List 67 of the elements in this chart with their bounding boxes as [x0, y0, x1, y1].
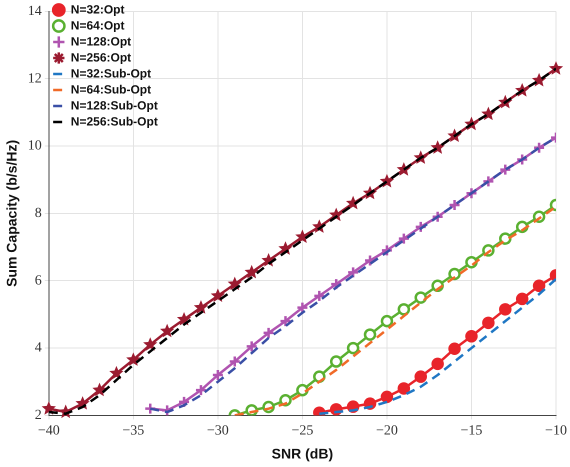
point	[194, 300, 208, 314]
point	[448, 342, 461, 355]
point	[380, 314, 394, 328]
point	[92, 382, 107, 396]
y-axis-title: Sum Capacity (b/s/Hz)	[3, 140, 20, 287]
legend-label: N=128:Sub-Opt	[70, 98, 158, 112]
point	[431, 358, 444, 370]
x-tick-label: −20	[376, 423, 398, 438]
legend-label: N=256:Sub-Opt	[70, 114, 158, 128]
legend-label: N=32:Opt	[70, 2, 124, 16]
legend-label: N=64:Opt	[70, 18, 124, 32]
point	[126, 352, 140, 366]
point	[548, 61, 564, 75]
point	[414, 370, 427, 383]
point	[516, 292, 528, 306]
point	[346, 342, 360, 354]
x-tick-label: −35	[122, 423, 144, 438]
x-tick-label: −30	[206, 423, 229, 438]
point	[244, 264, 259, 278]
point	[262, 326, 275, 340]
point	[296, 384, 309, 396]
point	[194, 384, 208, 396]
point	[330, 355, 342, 368]
point	[481, 106, 496, 120]
y-tick-label: 2	[34, 408, 42, 424]
point	[448, 198, 461, 212]
x-tick-label: −10	[545, 423, 567, 438]
y-tick-label: 4	[34, 340, 42, 356]
point	[380, 390, 394, 404]
point	[295, 229, 310, 244]
point	[482, 316, 495, 330]
point	[398, 303, 410, 316]
point	[532, 280, 546, 292]
point	[499, 303, 512, 316]
point	[176, 312, 192, 326]
y-tick-label: 8	[34, 206, 42, 222]
y-tick-label: 10	[28, 138, 42, 154]
point	[448, 268, 461, 280]
point	[532, 72, 546, 86]
x-tick-label: −15	[460, 423, 482, 438]
point	[143, 337, 158, 351]
legend-label: N=32:Sub-Opt	[70, 66, 152, 80]
point	[465, 330, 478, 343]
point	[228, 355, 242, 368]
x-tick-label: −40	[38, 423, 60, 438]
point	[364, 328, 376, 341]
point	[430, 140, 445, 154]
legend-label: N=64:Sub-Opt	[70, 82, 152, 96]
y-tick-label: 12	[28, 71, 42, 86]
point	[313, 290, 326, 302]
point	[109, 366, 124, 380]
point	[346, 266, 360, 279]
legend-label: N=128:Opt	[70, 34, 132, 48]
y-tick-label: 14	[28, 4, 42, 20]
point	[532, 142, 546, 154]
legend-label: N=256:Opt	[70, 50, 132, 64]
point	[398, 382, 410, 395]
x-tick-label: −25	[291, 423, 314, 438]
point	[212, 368, 224, 382]
point	[210, 288, 225, 302]
y-tick-label: 6	[34, 273, 42, 288]
point	[414, 291, 427, 304]
x-axis-title: SNR (dB)	[272, 445, 334, 462]
point	[279, 314, 292, 328]
point	[245, 340, 258, 353]
point	[160, 324, 174, 338]
point	[296, 301, 309, 314]
